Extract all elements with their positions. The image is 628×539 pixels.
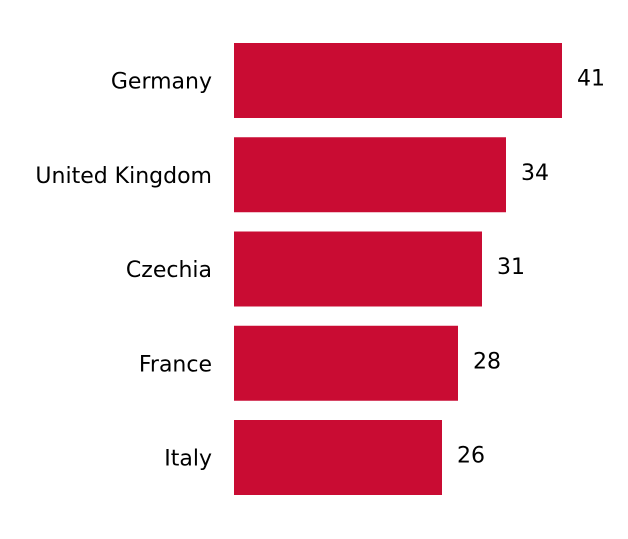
- bar: [234, 420, 442, 495]
- value-label: 26: [457, 444, 485, 469]
- category-label: France: [139, 352, 212, 377]
- bar: [234, 43, 562, 118]
- value-label: 28: [473, 349, 501, 374]
- category-label: United Kingdom: [35, 164, 212, 189]
- category-label: Germany: [111, 70, 212, 95]
- bar: [234, 231, 482, 307]
- category-label: Czechia: [126, 258, 212, 283]
- bar: [234, 137, 506, 213]
- value-label: 41: [577, 67, 605, 92]
- value-label: 34: [521, 161, 549, 186]
- value-label: 31: [497, 255, 525, 280]
- bar: [234, 325, 458, 401]
- category-label: Italy: [164, 447, 212, 472]
